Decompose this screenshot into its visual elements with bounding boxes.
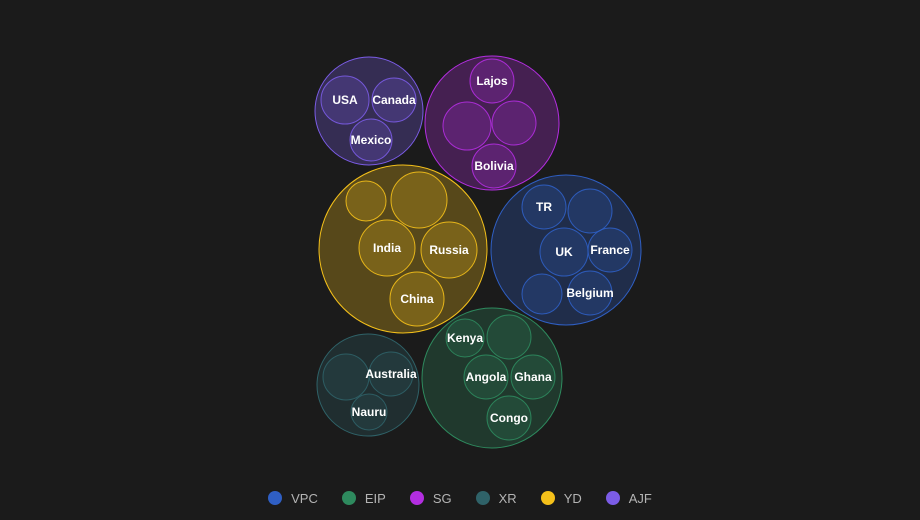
leaf-bubble[interactable] <box>349 118 393 162</box>
leaf-bubble[interactable] <box>390 171 448 229</box>
legend: VPC EIP SG XR YD AJF <box>0 486 920 510</box>
leaf-bubble[interactable] <box>442 101 492 151</box>
leaf-label: Canada <box>372 93 416 107</box>
leaf-label: UK <box>555 245 573 259</box>
leaf-bubble[interactable] <box>567 270 613 316</box>
legend-swatch <box>341 491 356 505</box>
leaf-label: Congo <box>490 411 528 425</box>
leaf-label: India <box>373 241 401 255</box>
leaf-bubble[interactable] <box>469 58 515 104</box>
legend-swatch <box>409 491 424 505</box>
legend-label: VPC <box>291 490 318 506</box>
group-bubble-yd[interactable] <box>318 164 488 334</box>
leaf-label: France <box>590 243 630 257</box>
leaf-label: Mexico <box>351 133 392 147</box>
legend-swatch <box>268 491 283 505</box>
leaf-label: USA <box>332 93 358 107</box>
legend-item-sg[interactable]: SG <box>409 490 452 506</box>
leaf-bubble[interactable] <box>368 351 414 397</box>
legend-item-ajf[interactable]: AJF <box>605 490 652 506</box>
bubble-group-yd[interactable]: India Russia China <box>318 164 488 334</box>
leaf-label: Nauru <box>352 405 387 419</box>
leaf-bubble[interactable] <box>521 184 567 230</box>
bubble-group-ajf[interactable]: USA Canada Mexico <box>314 56 424 166</box>
leaf-bubble[interactable] <box>587 227 633 273</box>
bubble-group-sg[interactable]: Lajos Bolivia <box>424 55 560 191</box>
leaf-bubble[interactable] <box>486 395 532 441</box>
legend-item-yd[interactable]: YD <box>540 490 582 506</box>
legend-swatch <box>475 491 490 505</box>
leaf-label: Australia <box>365 367 417 381</box>
leaf-bubble[interactable] <box>371 77 417 123</box>
leaf-label: Angola <box>466 370 507 384</box>
group-bubble-eip[interactable] <box>421 307 563 449</box>
legend-swatch <box>605 491 620 505</box>
legend-label: AJF <box>628 490 652 506</box>
leaf-label: Bolivia <box>474 159 514 173</box>
leaf-bubble[interactable] <box>471 143 517 189</box>
leaf-bubble[interactable] <box>350 393 388 431</box>
leaf-bubble[interactable] <box>345 180 387 222</box>
bubble-group-xr[interactable]: Australia Nauru <box>316 333 420 437</box>
leaf-bubble[interactable] <box>567 188 613 234</box>
legend-label: SG <box>432 490 452 506</box>
group-bubble-ajf[interactable] <box>314 56 424 166</box>
leaf-bubble[interactable] <box>389 271 445 327</box>
leaf-label: Lajos <box>476 74 508 88</box>
legend-label: YD <box>563 490 582 506</box>
leaf-bubble[interactable] <box>521 273 563 315</box>
leaf-label: China <box>400 292 434 306</box>
leaf-bubble[interactable] <box>320 75 370 125</box>
leaf-label: Russia <box>429 243 469 257</box>
legend-item-vpc[interactable]: VPC <box>268 491 318 506</box>
legend-item-xr[interactable]: XR <box>475 490 517 506</box>
leaf-bubble[interactable] <box>510 354 556 400</box>
leaf-bubble[interactable] <box>463 354 509 400</box>
bubble-group-vpc[interactable]: TR UK France Belgium <box>490 174 642 326</box>
leaf-label: TR <box>536 200 552 214</box>
leaf-bubble[interactable] <box>420 221 478 279</box>
legend-item-eip[interactable]: EIP <box>341 490 386 506</box>
bubble-group-eip[interactable]: Kenya Angola Ghana Congo <box>421 307 563 449</box>
leaf-label: Ghana <box>514 370 552 384</box>
legend-label: EIP <box>364 490 386 506</box>
leaf-bubble[interactable] <box>486 314 532 360</box>
leaf-bubble[interactable] <box>322 353 370 401</box>
leaf-bubble[interactable] <box>445 318 485 358</box>
legend-label: XR <box>498 490 517 506</box>
group-bubble-vpc[interactable] <box>490 174 642 326</box>
leaf-bubble[interactable] <box>491 100 537 146</box>
leaf-label: Kenya <box>447 331 483 345</box>
legend-swatch <box>540 491 555 505</box>
leaf-bubble[interactable] <box>358 219 416 277</box>
leaf-label: Belgium <box>566 286 613 300</box>
